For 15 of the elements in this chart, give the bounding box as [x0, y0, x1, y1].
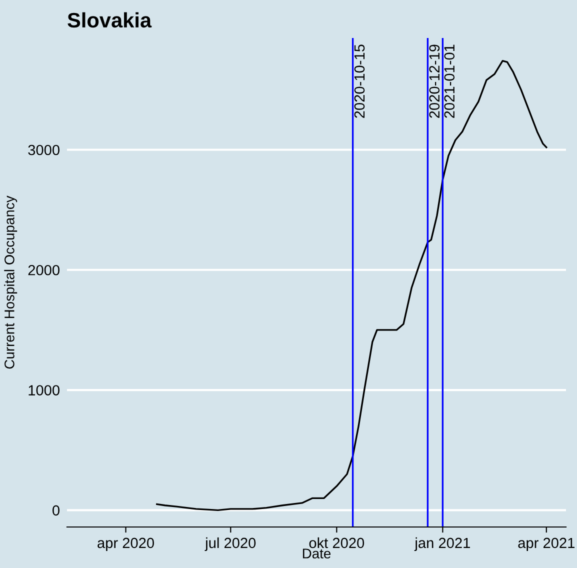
x-tick-label: apr 2020: [98, 538, 154, 552]
ref-line-label: 2021-01-01: [444, 44, 455, 118]
y-tick-label: 3000: [28, 144, 60, 156]
x-tick-label: apr 2021: [518, 538, 574, 552]
ref-line-label: 2020-10-15: [354, 44, 365, 118]
ref-line-label: 2020-12-19: [429, 44, 440, 118]
x-tick-label: jan 2021: [414, 537, 470, 552]
x-tick-label: okt 2020: [309, 537, 364, 548]
x-axis-title: Date: [302, 548, 331, 558]
x-tick-label: jul 2020: [204, 537, 256, 552]
chart-title: Slovakia: [68, 12, 152, 28]
y-axis-title: Current Hospital Occupancy: [4, 196, 18, 369]
y-tick-label: 0: [52, 505, 60, 516]
y-tick-label: 1000: [28, 385, 60, 396]
y-tick-label: 2000: [28, 264, 60, 276]
